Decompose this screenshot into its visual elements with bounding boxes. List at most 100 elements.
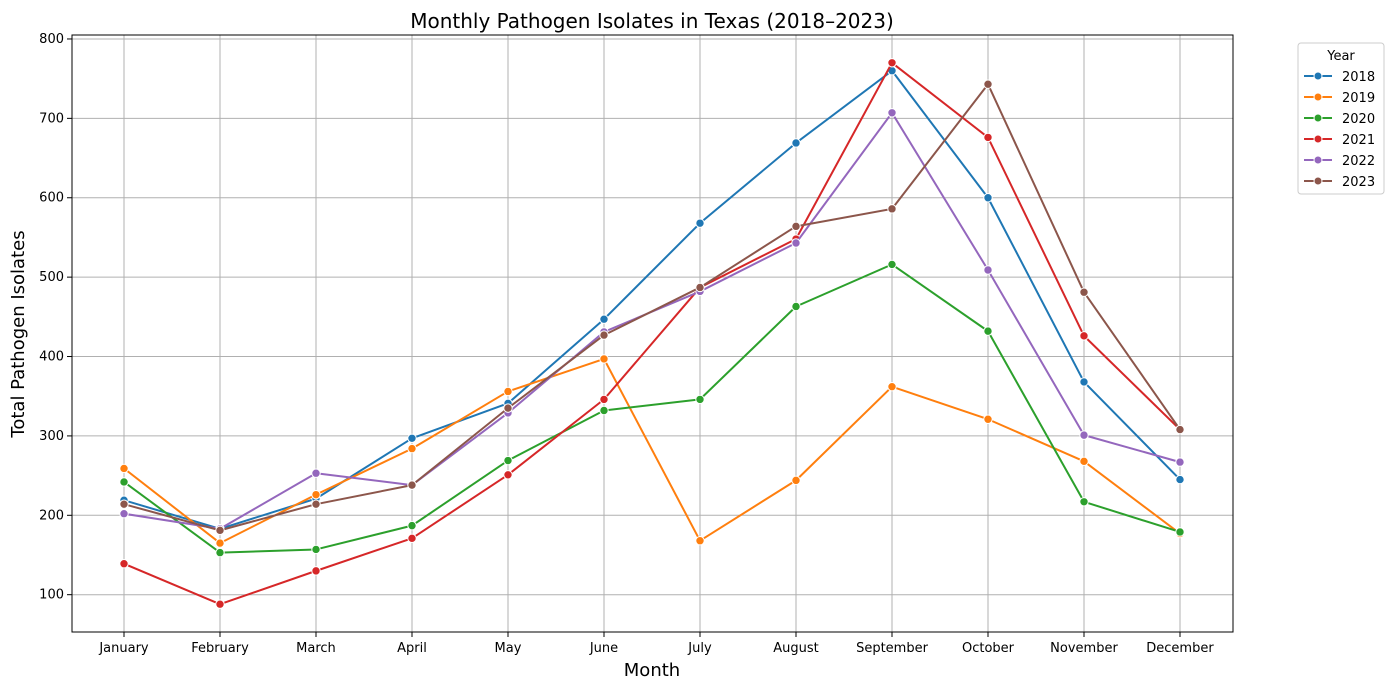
x-axis-label: Month [624,660,680,681]
data-point [119,463,129,474]
data-point [1175,474,1185,485]
y-tick-label: 400 [39,350,64,365]
data-point [887,259,897,270]
legend-label: 2021 [1342,133,1375,148]
x-tick-label: June [589,641,618,656]
x-tick-label: May [495,641,522,656]
data-point [599,354,609,364]
data-point [119,499,129,509]
x-tick-label: January [98,641,149,656]
y-axis-label: Total Pathogen Isolates [8,230,29,438]
x-tick-label: April [397,641,427,656]
data-point [983,79,993,89]
data-point [983,265,993,275]
data-point [791,238,801,248]
ticks: January February March April May June July Augu… [39,32,1214,656]
data-point [1175,457,1185,467]
data-point [599,314,609,324]
data-point [791,301,801,312]
x-tick-label: November [1050,641,1118,656]
data-point [983,326,993,336]
x-tick-label: October [962,641,1015,656]
data-point [1175,527,1185,537]
data-point [791,475,801,486]
data-point [407,443,417,454]
data-point [1079,456,1089,467]
data-point [695,282,705,293]
data-point [407,433,417,443]
legend-label: 2018 [1342,70,1375,85]
data-point [1079,497,1089,507]
legend-marker [1313,134,1323,144]
x-tick-label: September [856,641,929,656]
series-line [123,263,1181,554]
legend-marker [1313,176,1323,186]
data-point [311,566,321,576]
plot-frame [71,34,1234,633]
data-point [311,468,321,478]
series-2023 [119,79,1185,536]
data-point [1079,377,1089,387]
data-point [887,381,897,392]
y-tick-label: 300 [39,429,64,444]
series-2020 [119,259,1185,558]
data-point [215,538,225,548]
data-point [887,204,897,214]
data-point [119,509,129,519]
legend-marker [1313,92,1323,102]
data-point [983,132,993,143]
y-tick-label: 700 [39,111,64,126]
legend-label: 2022 [1342,154,1375,169]
legend-marker [1313,71,1323,81]
data-point [791,221,801,232]
data-point [695,536,705,546]
data-point [503,403,513,413]
x-tick-label: July [687,641,712,656]
x-tick-label: March [296,641,336,656]
chart-title: Monthly Pathogen Isolates in Texas (2018… [410,9,894,33]
y-tick-label: 800 [39,32,64,47]
data-point [311,544,321,555]
data-point [407,533,417,544]
data-point [1079,331,1089,341]
legend-title: Year [1326,49,1355,64]
series-layer [119,58,1185,609]
data-point [791,138,801,148]
data-point [695,394,705,405]
x-tick-label: August [773,641,819,656]
data-point [1079,430,1089,440]
data-point [887,108,897,118]
data-point [407,480,417,490]
data-point [983,193,993,203]
data-point [599,330,609,340]
x-tick-label: December [1146,641,1214,656]
data-point [311,499,321,509]
series-line [123,61,1181,606]
data-point [215,599,225,609]
y-tick-label: 600 [39,191,64,206]
plot-background [72,35,1233,632]
legend-marker [1313,113,1323,123]
x-tick-label: February [191,641,249,656]
data-point [887,58,897,68]
legend-label: 2023 [1342,175,1375,190]
data-point [599,405,609,416]
y-tick-label: 100 [39,588,64,603]
data-point [1175,424,1185,435]
data-point [695,218,705,228]
series-2021 [119,58,1185,609]
data-point [503,455,513,466]
legend-label: 2019 [1342,91,1375,106]
legend-label: 2020 [1342,112,1375,127]
data-point [1079,287,1089,297]
legend: Year 2018 2019 2020 2021 2022 2023 [1297,42,1385,195]
y-tick-label: 200 [39,508,64,523]
data-point [599,394,609,405]
data-point [119,477,129,487]
data-point [119,559,129,569]
data-point [215,547,225,558]
data-point [983,414,993,424]
series-line [123,357,1181,545]
series-line [123,83,1181,532]
